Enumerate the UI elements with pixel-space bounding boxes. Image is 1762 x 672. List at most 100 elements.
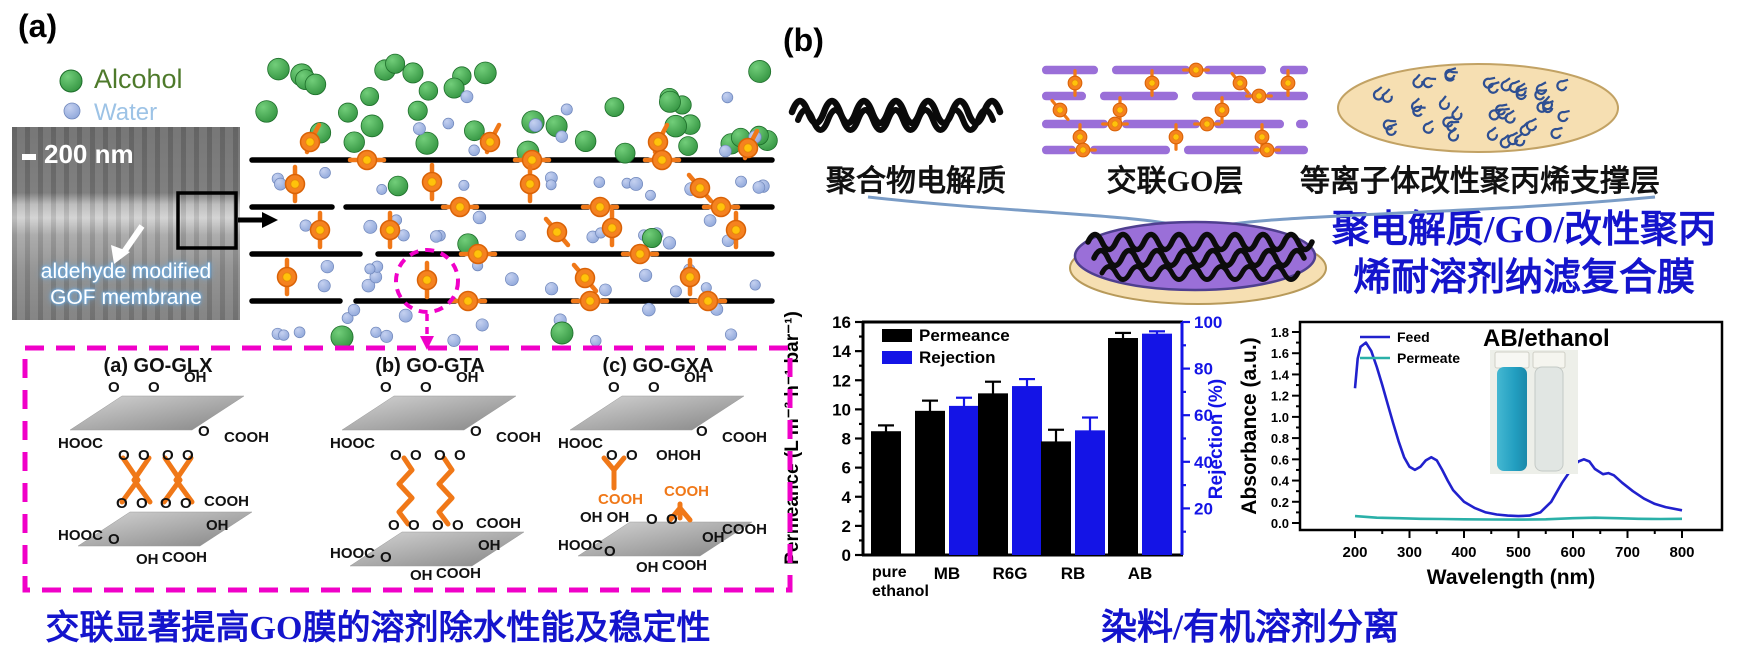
water-dot-icon (735, 175, 747, 188)
chem-label: HOOC (58, 435, 103, 452)
legend-permeance-swatch (882, 329, 912, 342)
crosslinker-icon (458, 243, 498, 265)
go-layer-bar (1280, 65, 1308, 75)
chem-label: O (410, 447, 422, 464)
crosslinker-icon (737, 128, 760, 161)
bar-rejection (1142, 333, 1172, 555)
alcohol-dot-icon (545, 115, 568, 138)
water-dot-icon (586, 230, 600, 244)
water-dot-icon (447, 333, 461, 347)
chem-label: O (148, 379, 160, 396)
polyelectrolyte-coil-icon (795, 107, 996, 133)
polyelectrolyte-coil-icon (788, 97, 1004, 127)
chem-structure-title: (a) GO-GLX (104, 355, 214, 377)
go-layer-bar (1042, 145, 1076, 155)
water-dot-icon (317, 279, 331, 293)
chem-label: O (606, 447, 618, 464)
water-dot-icon (442, 117, 455, 130)
chem-label: O (380, 379, 392, 396)
alcohol-dot-icon (255, 100, 278, 123)
chem-label: HOOC (58, 527, 103, 544)
left-tick-label: 0 (842, 546, 851, 565)
go-sheet (341, 395, 517, 431)
chem-label: O (138, 447, 150, 464)
water-dot-icon (642, 302, 656, 317)
alcohol-dot-icon (604, 97, 625, 118)
pp-brush-icon (1494, 103, 1508, 116)
chem-label: COOH (598, 491, 643, 508)
pp-brush-icon (1497, 107, 1510, 120)
water-dot-icon (638, 229, 650, 241)
water-dot-icon (700, 282, 712, 294)
alcohol-dot-icon (337, 102, 358, 123)
right-tick-label: 100 (1194, 313, 1222, 332)
crosslinker-icon (1245, 88, 1273, 104)
crosslinker-icon (570, 290, 610, 312)
chem-label: COOH (224, 429, 269, 446)
x-tick-label: 800 (1669, 544, 1694, 561)
chem-label: O (470, 423, 482, 440)
alcohol-dot-icon (360, 114, 384, 138)
plot-frame (1298, 320, 1724, 532)
chem-label: O (390, 447, 402, 464)
water-dot-icon (662, 236, 677, 250)
vials-photo (1490, 350, 1578, 474)
y-tick-label: 0.0 (1271, 516, 1289, 531)
water-dot-icon (458, 179, 470, 191)
chem-label: OH (636, 559, 659, 576)
crosslinker-icon (1067, 69, 1083, 97)
crosslinker-icon (1254, 123, 1270, 151)
membrane-label-line1: 聚电解质/GO/改性聚丙 (1331, 209, 1717, 251)
vial-cap (1532, 351, 1566, 369)
water-dot-icon (376, 184, 388, 195)
chem-label: COOH (662, 557, 707, 574)
alcohol-dot-icon (748, 60, 772, 83)
water-dot-icon (63, 102, 81, 120)
alcohol-dot-icon (443, 77, 465, 99)
alcohol-dot-icon (343, 131, 365, 153)
alcohol-dot-icon (678, 136, 698, 156)
pp-brush-icon (1488, 108, 1502, 121)
water-dot-icon (515, 230, 526, 241)
bar-permeance (978, 393, 1008, 555)
crosslinker-icon (1072, 123, 1088, 151)
x-tick-label: 400 (1451, 544, 1476, 561)
bar-permeance (915, 410, 945, 555)
water-dot-icon (278, 329, 290, 341)
chem-label: O (118, 447, 130, 464)
category-label: R6G (993, 564, 1028, 583)
alcohol-dot-icon (720, 133, 742, 155)
alcohol-dot-icon (642, 228, 662, 248)
chem-label: OH (478, 537, 501, 554)
pp-brush-icon (1550, 126, 1563, 140)
water-dot-icon (505, 272, 519, 286)
water-dot-icon (363, 219, 378, 234)
legend-water-label: Water (94, 99, 158, 126)
alcohol-dot-icon (360, 87, 380, 107)
crosslinker-icon (448, 290, 488, 312)
alcohol-dot-icon (749, 125, 769, 146)
alcohol-dot-icon (730, 127, 751, 148)
bar-rejection (949, 405, 979, 555)
water-dot-icon (683, 263, 696, 276)
alcohol-dot-icon (418, 81, 439, 101)
alcohol-dot-icon (574, 130, 597, 152)
chem-label: COOH (722, 429, 767, 446)
left-tick-label: 14 (832, 342, 851, 361)
water-dot-icon (472, 260, 484, 272)
series-feed (1353, 341, 1683, 518)
water-dot-icon (392, 178, 405, 191)
water-dot-icon (347, 303, 361, 317)
sem-caption: aldehyde modified GOF membrane (12, 259, 240, 311)
x-tick-label: 700 (1615, 544, 1640, 561)
chem-label: O (666, 511, 678, 528)
water-dot-icon (684, 182, 698, 196)
crosslinker-icon (512, 149, 552, 171)
chem-label: O (380, 549, 392, 566)
pp-brush-icon (1536, 101, 1550, 113)
component-label-crosslinked-go: 交联GO层 (1106, 165, 1244, 198)
alcohol-dot-icon (407, 100, 428, 121)
go-layer-bar (1214, 119, 1284, 129)
chem-label: O (408, 517, 420, 534)
